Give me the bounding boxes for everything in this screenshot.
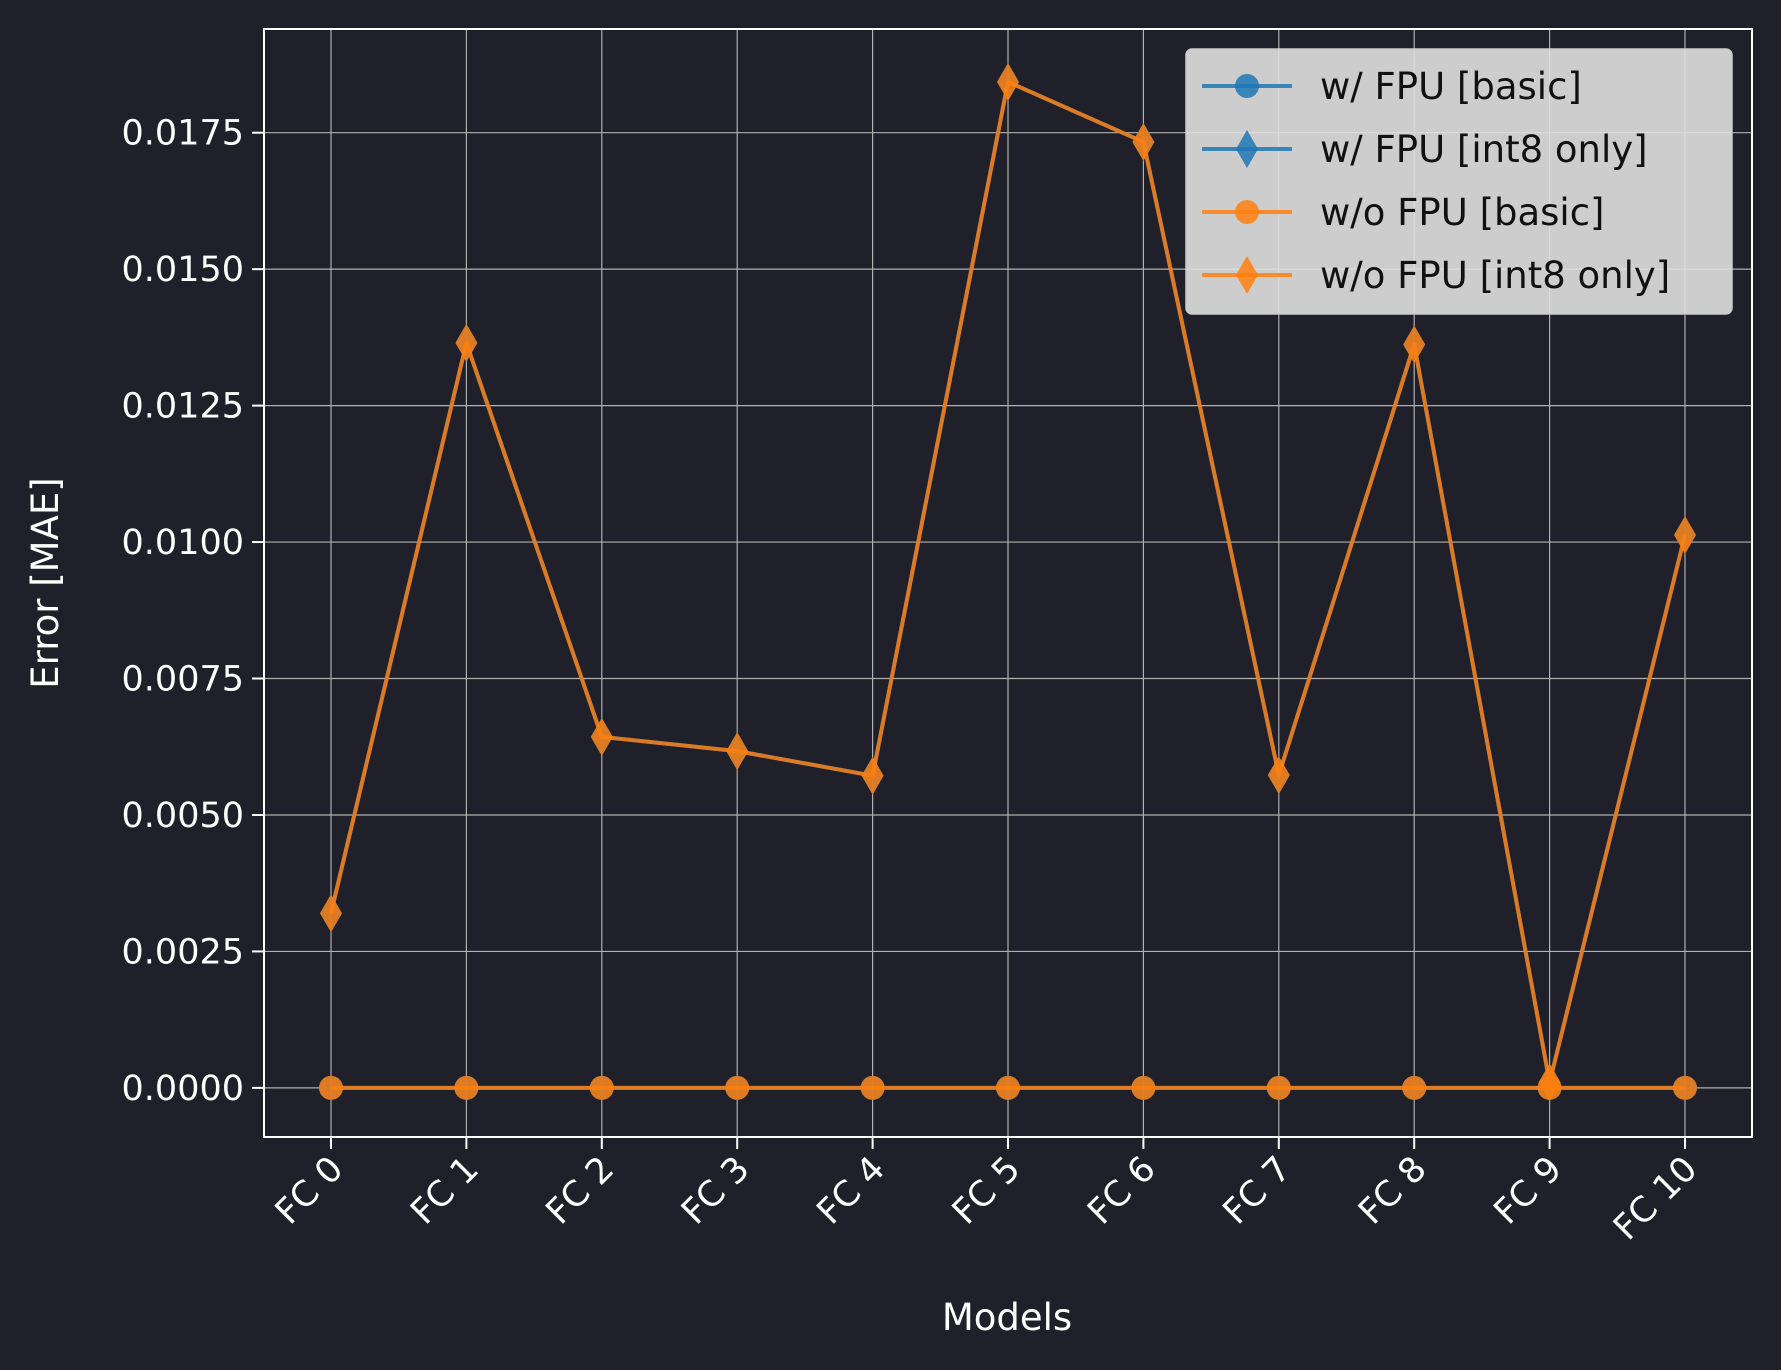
- data-point: [1403, 325, 1426, 364]
- data-point: [997, 62, 1019, 101]
- data-point: [1266, 1075, 1291, 1100]
- x-tick-label: FC 7: [1216, 1149, 1299, 1232]
- x-axis-label: Models: [942, 1296, 1072, 1339]
- data-point: [319, 1075, 343, 1100]
- x-tick-label: FC 0: [268, 1149, 351, 1232]
- data-point: [860, 1075, 885, 1100]
- data-point: [1131, 1075, 1156, 1100]
- legend-label: w/ FPU [int8 only]: [1320, 128, 1648, 171]
- y-tick-label: 0.0075: [122, 660, 244, 700]
- series-4: [320, 62, 1696, 1102]
- legend-item: w/ FPU [basic]: [1202, 65, 1582, 108]
- x-axis: FC 0 FC 1 FC 2 FC 3 FC 4 FC 5 FC 6 FC 7 FC 8 FC 9…: [268, 1137, 1705, 1248]
- legend-marker: [1236, 130, 1258, 168]
- data-point: [455, 323, 478, 362]
- legend-item: w/o FPU [int8 only]: [1202, 254, 1670, 297]
- data-point: [1267, 756, 1290, 795]
- y-tick-label: 0.0000: [122, 1069, 244, 1109]
- y-tick-label: 0.0150: [122, 250, 244, 290]
- y-tick-label: 0.0100: [122, 523, 244, 563]
- data-point: [996, 1075, 1020, 1100]
- y-axis: 0.0000 0.0025 0.0050 0.0075 0.0100 0.0125 0.01…: [122, 114, 264, 1109]
- x-tick-label: FC 6: [1080, 1149, 1163, 1232]
- data-point: [454, 1075, 479, 1100]
- x-tick-label: FC 8: [1351, 1149, 1434, 1232]
- legend-marker: [1235, 200, 1259, 224]
- legend: w/ FPU [basic] w/ FPU [int8 only] w/o FPU …: [1185, 48, 1733, 315]
- x-tick-label: FC 2: [539, 1149, 622, 1232]
- data-point: [590, 717, 613, 756]
- y-tick-label: 0.0125: [122, 387, 244, 427]
- legend-item: w/ FPU [int8 only]: [1202, 128, 1648, 171]
- data-point: [726, 732, 749, 771]
- y-tick-label: 0.0050: [122, 796, 244, 836]
- series-layer: [319, 62, 1697, 1102]
- y-axis-label: Error [MAE]: [24, 477, 67, 688]
- x-tick-label: FC 5: [945, 1149, 1028, 1232]
- data-point: [1674, 515, 1696, 554]
- data-point: [1132, 122, 1155, 161]
- legend-marker: [1235, 74, 1259, 98]
- legend-marker: [1236, 256, 1258, 294]
- legend-label: w/o FPU [int8 only]: [1320, 254, 1670, 297]
- data-point: [589, 1075, 614, 1100]
- data-point: [1673, 1075, 1697, 1100]
- data-point: [1538, 1063, 1561, 1102]
- x-tick-label: FC 3: [674, 1149, 757, 1232]
- series-3: [319, 1075, 1697, 1100]
- y-tick-label: 0.0025: [122, 932, 244, 972]
- legend-label: w/o FPU [basic]: [1320, 191, 1605, 234]
- data-point: [725, 1075, 750, 1100]
- x-tick-label: FC 10: [1606, 1149, 1705, 1248]
- data-point: [1402, 1075, 1427, 1100]
- legend-item: w/o FPU [basic]: [1202, 191, 1605, 234]
- data-point: [861, 756, 884, 795]
- x-tick-label: FC 1: [403, 1149, 486, 1232]
- y-tick-label: 0.0175: [122, 114, 244, 154]
- x-tick-label: FC 4: [810, 1149, 893, 1232]
- x-tick-label: FC 9: [1487, 1149, 1570, 1232]
- data-point: [320, 894, 342, 933]
- legend-label: w/ FPU [basic]: [1320, 65, 1582, 108]
- legend-box: [1185, 48, 1733, 315]
